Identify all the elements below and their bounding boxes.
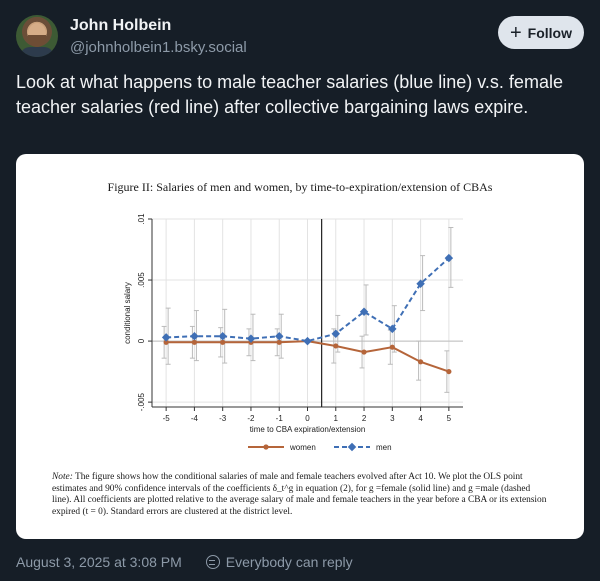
- point-men: [303, 336, 312, 346]
- legend-label-men: men: [376, 443, 392, 452]
- figure-title: Figure II: Salaries of men and women, by…: [107, 180, 493, 194]
- post-footer: August 3, 2025 at 3:08 PM Everybody can …: [16, 554, 353, 570]
- follow-button[interactable]: + Follow: [498, 16, 584, 49]
- follow-label: Follow: [527, 24, 572, 41]
- post-text: Look at what happens to male teacher sal…: [16, 72, 563, 117]
- x-tick-label: -5: [163, 414, 171, 423]
- avatar[interactable]: [16, 15, 58, 57]
- author-name[interactable]: John Holbein: [70, 17, 172, 34]
- y-tick-label: .01: [137, 213, 146, 225]
- x-tick-label: 4: [418, 414, 423, 423]
- x-tick-label: 0: [305, 414, 310, 423]
- point-men: [331, 329, 341, 338]
- note-text: The figure shows how the conditional sal…: [52, 472, 547, 517]
- point-women: [220, 339, 226, 345]
- avatar-beard: [28, 35, 46, 47]
- x-tick-label: 1: [334, 414, 339, 423]
- x-tick-label: -3: [219, 414, 227, 423]
- point-men: [246, 334, 256, 343]
- x-tick-label: -2: [247, 414, 255, 423]
- x-axis-label: time to CBA expiration/extension: [250, 425, 366, 434]
- point-women: [191, 339, 198, 345]
- y-tick-label: .005: [137, 272, 146, 288]
- point-men: [416, 279, 425, 288]
- point-women: [417, 359, 424, 365]
- point-men: [190, 331, 199, 341]
- figure-note: Note: The figure shows how the condition…: [52, 472, 552, 518]
- y-axis-label: conditional salary: [123, 282, 132, 344]
- legend-marker-men: [347, 442, 357, 452]
- avatar-shirt: [20, 47, 54, 57]
- point-women: [276, 339, 282, 345]
- y-tick-label: -.005: [137, 392, 146, 411]
- point-women: [333, 343, 339, 349]
- point-men: [444, 253, 454, 263]
- point-women: [163, 339, 169, 345]
- point-men: [274, 331, 284, 341]
- line-chart: -.005 0 .005 .01 -5 -4 -3 -2 -1 0 1 2 3 4 5 time to CBA…: [123, 213, 463, 452]
- point-men: [161, 333, 171, 342]
- series-line-men: [166, 257, 450, 343]
- note-label: Note:: [52, 472, 73, 482]
- legend-marker-women: [263, 444, 269, 450]
- point-women: [361, 349, 367, 355]
- post-image[interactable]: Figure II: Salaries of men and women, by…: [16, 154, 584, 539]
- author-handle[interactable]: @johnholbein1.bsky.social: [70, 39, 247, 56]
- reply-setting: Everybody can reply: [225, 554, 353, 570]
- plus-icon: +: [509, 21, 522, 44]
- x-tick-label: -1: [276, 414, 284, 423]
- globe-icon: [205, 555, 220, 569]
- timestamp[interactable]: August 3, 2025 at 3:08 PM: [16, 554, 182, 570]
- y-tick-label: 0: [137, 338, 146, 343]
- point-women: [389, 344, 395, 350]
- x-tick-label: -4: [191, 414, 199, 423]
- point-men: [388, 324, 397, 334]
- point-men: [359, 307, 369, 317]
- point-men: [218, 331, 227, 341]
- post-header: John Holbein @johnholbein1.bsky.social +…: [16, 15, 584, 59]
- x-tick-label: 5: [447, 414, 452, 423]
- legend-label-women: women: [289, 443, 316, 452]
- x-tick-label: 3: [390, 414, 395, 423]
- x-tick-label: 2: [362, 414, 367, 423]
- point-women: [446, 368, 452, 375]
